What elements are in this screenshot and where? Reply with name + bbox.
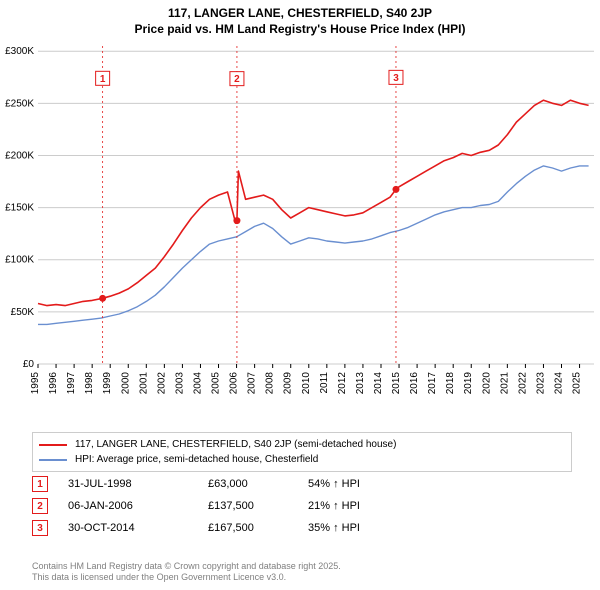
svg-text:2009: 2009 (283, 372, 294, 395)
svg-text:2019: 2019 (463, 372, 474, 395)
svg-text:2004: 2004 (192, 372, 203, 395)
chart-area: £0 £50K £100K £150K £200K £250K £300K 1995 1996 1… (0, 42, 600, 422)
svg-text:1996: 1996 (48, 372, 59, 395)
svg-text:£100K: £100K (5, 255, 34, 266)
legend-label: HPI: Average price, semi-detached house,… (75, 452, 318, 467)
svg-text:2013: 2013 (355, 372, 366, 395)
legend-swatch (39, 444, 67, 446)
svg-text:2006: 2006 (229, 372, 240, 395)
chart-container: { "title_line1": "117, LANGER LANE, CHES… (0, 0, 600, 590)
svg-text:2021: 2021 (499, 372, 510, 395)
svg-text:2003: 2003 (174, 372, 185, 395)
sale-price: £137,500 (208, 500, 308, 512)
svg-text:£200K: £200K (5, 150, 34, 161)
title-line-1: 117, LANGER LANE, CHESTERFIELD, S40 2JP (0, 6, 600, 22)
svg-text:£150K: £150K (5, 203, 34, 214)
svg-text:2008: 2008 (265, 372, 276, 395)
license-text: Contains HM Land Registry data © Crown c… (32, 561, 341, 584)
sale-delta: 35% ↑ HPI (308, 522, 572, 534)
legend-swatch (39, 459, 67, 461)
sale-price: £63,000 (208, 478, 308, 490)
sale-marker-box: 1 (32, 476, 48, 492)
sale-marker-box: 2 (32, 498, 48, 514)
sale-price: £167,500 (208, 522, 308, 534)
line-chart-svg: £0 £50K £100K £150K £200K £250K £300K 1995 1996 1… (0, 42, 600, 422)
sale-date: 31-JUL-1998 (68, 478, 208, 490)
sale-marker-box: 3 (32, 520, 48, 536)
legend: 117, LANGER LANE, CHESTERFIELD, S40 2JP … (32, 432, 572, 472)
svg-text:1995: 1995 (30, 372, 41, 395)
sale-delta: 54% ↑ HPI (308, 478, 572, 490)
svg-text:£300K: £300K (5, 46, 34, 57)
legend-item: 117, LANGER LANE, CHESTERFIELD, S40 2JP … (39, 437, 565, 452)
svg-text:2024: 2024 (554, 372, 565, 395)
title-line-2: Price paid vs. HM Land Registry's House … (0, 22, 600, 38)
sales-row: 1 31-JUL-1998£63,00054% ↑ HPI (32, 476, 572, 492)
svg-text:2010: 2010 (301, 372, 312, 395)
sales-row: 3 30-OCT-2014£167,50035% ↑ HPI (32, 520, 572, 536)
chart-title: 117, LANGER LANE, CHESTERFIELD, S40 2JP … (0, 0, 600, 37)
svg-text:1997: 1997 (66, 372, 77, 395)
license-line-1: Contains HM Land Registry data © Crown c… (32, 561, 341, 573)
svg-text:1999: 1999 (102, 372, 113, 395)
sale-date: 06-JAN-2006 (68, 500, 208, 512)
svg-text:3: 3 (393, 73, 399, 84)
svg-text:2017: 2017 (427, 372, 438, 395)
sales-row: 2 06-JAN-2006£137,50021% ↑ HPI (32, 498, 572, 514)
svg-text:2022: 2022 (517, 372, 528, 395)
svg-text:£0: £0 (23, 359, 35, 370)
svg-text:2: 2 (234, 74, 240, 85)
sales-table: 1 31-JUL-1998£63,00054% ↑ HPI 2 06-JAN-2006… (32, 476, 572, 542)
legend-label: 117, LANGER LANE, CHESTERFIELD, S40 2JP … (75, 437, 396, 452)
svg-text:2025: 2025 (572, 372, 583, 395)
svg-text:2012: 2012 (337, 372, 348, 395)
sale-date: 30-OCT-2014 (68, 522, 208, 534)
svg-text:1998: 1998 (84, 372, 95, 395)
svg-text:2014: 2014 (373, 372, 384, 395)
svg-text:£50K: £50K (11, 307, 35, 318)
svg-text:2011: 2011 (319, 372, 330, 394)
svg-text:2023: 2023 (535, 372, 546, 395)
sale-delta: 21% ↑ HPI (308, 500, 572, 512)
svg-text:2007: 2007 (247, 372, 258, 395)
svg-text:2015: 2015 (391, 372, 402, 395)
svg-text:2018: 2018 (445, 372, 456, 395)
legend-item: HPI: Average price, semi-detached house,… (39, 452, 565, 467)
svg-text:1: 1 (100, 74, 106, 85)
svg-text:2001: 2001 (138, 372, 149, 395)
svg-text:2020: 2020 (481, 372, 492, 395)
svg-text:2016: 2016 (409, 372, 420, 395)
svg-text:2005: 2005 (211, 372, 222, 395)
svg-text:2002: 2002 (156, 372, 167, 395)
svg-text:£250K: £250K (5, 98, 34, 109)
license-line-2: This data is licensed under the Open Gov… (32, 572, 341, 584)
svg-text:2000: 2000 (120, 372, 131, 395)
